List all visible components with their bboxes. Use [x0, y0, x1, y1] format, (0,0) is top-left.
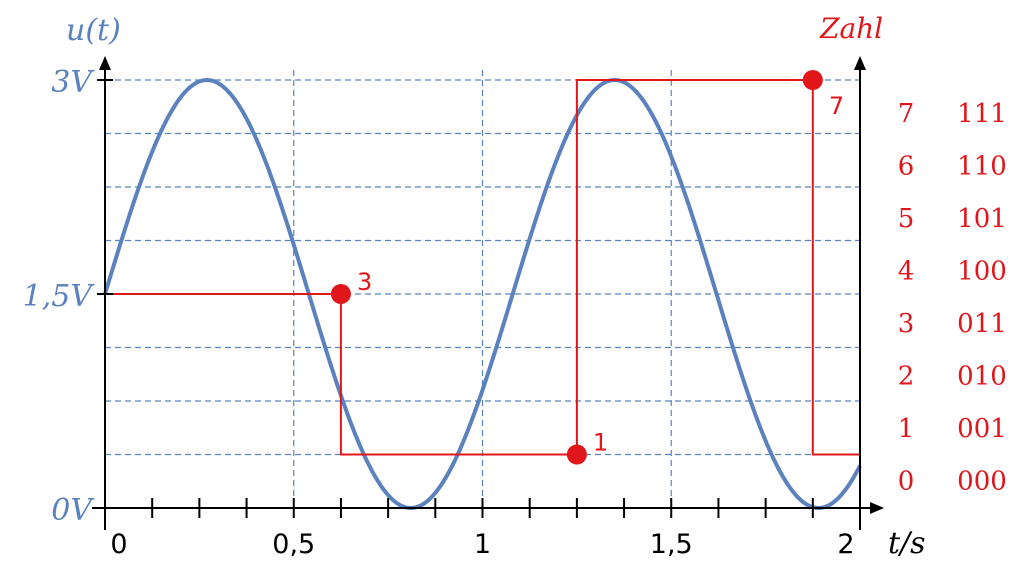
level-number: 6	[898, 152, 915, 182]
sample-point	[330, 284, 351, 304]
signal-curve	[103, 78, 862, 510]
axes	[92, 56, 884, 530]
sample-point	[802, 70, 823, 90]
x-tick-label: 1	[474, 529, 491, 560]
sample-point	[566, 444, 587, 465]
level-binary: 111	[957, 99, 1007, 129]
level-binary: 011	[957, 309, 1007, 339]
y-tick-label-left: 1,5V	[23, 279, 96, 314]
y-axis-right-arrow	[854, 56, 866, 70]
y-tick-label-left: 0V	[51, 493, 95, 528]
signal	[103, 78, 862, 510]
level-number: 4	[898, 257, 915, 287]
right-axis-title: Zahl	[819, 12, 883, 45]
x-tick-label: 0,5	[272, 529, 315, 560]
level-number: 5	[898, 204, 915, 234]
sample-label: 7	[829, 92, 844, 120]
level-binary: 010	[957, 362, 1007, 392]
y-tick-label-left: 3V	[51, 65, 95, 100]
level-binary: 101	[957, 204, 1007, 234]
x-axis-arrow	[870, 502, 884, 514]
level-binary: 100	[957, 257, 1007, 287]
quantized-step-line	[105, 79, 860, 456]
y-axis-left-arrow	[99, 56, 111, 70]
level-binary: 110	[957, 152, 1007, 182]
level-binary: 001	[957, 414, 1007, 444]
grid	[105, 70, 860, 508]
sample-label: 1	[593, 429, 608, 457]
x-tick-label: 0	[110, 529, 127, 560]
x-tick-label: 1,5	[650, 529, 693, 560]
level-number: 7	[898, 99, 915, 129]
level-number: 3	[898, 309, 915, 339]
sample-label: 3	[357, 268, 372, 296]
x-tick-label: 2	[837, 529, 854, 560]
level-number: 2	[898, 362, 915, 392]
level-binary: 000	[957, 467, 1007, 497]
x-axis-title: t/s	[888, 526, 926, 561]
level-number: 1	[898, 414, 915, 444]
left-axis-title: u(t)	[66, 13, 121, 48]
quantized-step: 3 1 7	[105, 70, 860, 465]
level-number: 0	[898, 467, 915, 497]
